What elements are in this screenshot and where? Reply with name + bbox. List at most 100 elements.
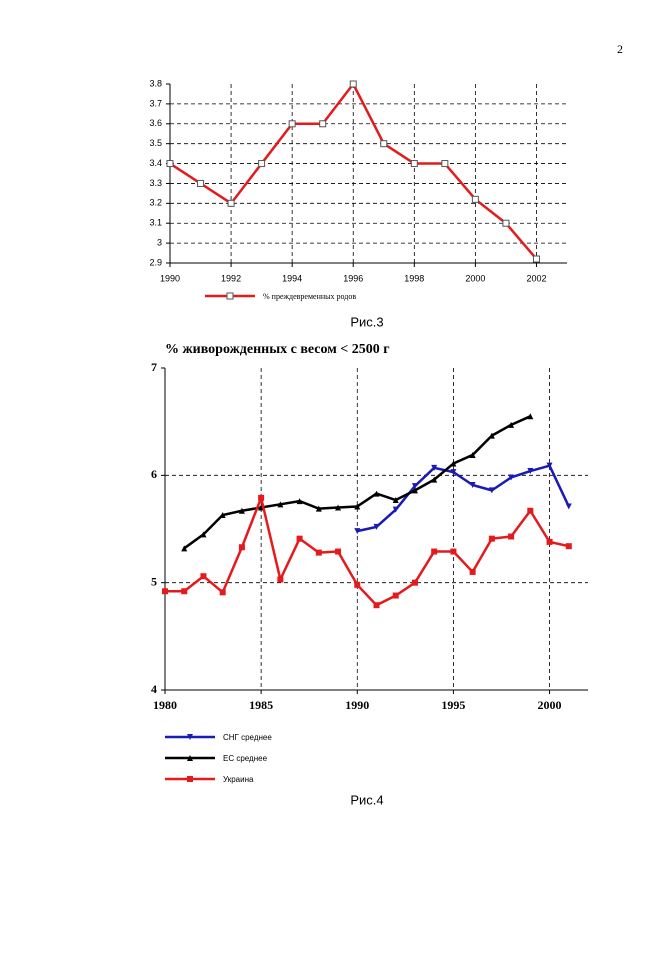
marker <box>450 469 457 476</box>
marker <box>373 490 380 497</box>
marker <box>277 576 284 583</box>
marker <box>431 476 438 483</box>
legend-label: ЕС среднее <box>223 754 268 763</box>
marker <box>187 734 193 740</box>
marker <box>226 292 234 300</box>
marker <box>200 531 207 538</box>
marker <box>238 507 245 514</box>
x-tick-label: 1994 <box>282 273 302 283</box>
y-tick-label: 3.3 <box>149 178 162 188</box>
legend-label: Украина <box>223 775 254 784</box>
marker <box>335 504 342 511</box>
marker <box>469 568 476 575</box>
marker <box>450 548 457 555</box>
caption: Рис.3 <box>350 314 383 329</box>
x-tick-label: 1992 <box>221 273 241 283</box>
marker <box>227 199 235 207</box>
marker <box>277 501 284 508</box>
marker <box>527 413 534 420</box>
marker <box>354 581 361 588</box>
marker <box>488 535 495 542</box>
marker <box>532 255 540 263</box>
marker <box>166 160 174 168</box>
legend-label: % преждевременных родов <box>263 292 356 301</box>
y-tick-label: 4 <box>151 682 157 696</box>
marker <box>527 468 534 475</box>
marker <box>296 535 303 542</box>
marker <box>441 160 449 168</box>
marker <box>450 460 457 467</box>
x-tick-label: 2000 <box>465 273 485 283</box>
marker <box>258 494 265 501</box>
y-tick-label: 3.6 <box>149 118 162 128</box>
marker <box>565 543 572 550</box>
marker <box>508 474 515 481</box>
marker <box>546 462 553 469</box>
marker <box>488 432 495 439</box>
y-tick-label: 7 <box>151 360 157 374</box>
marker <box>354 528 361 535</box>
marker <box>219 512 226 519</box>
marker <box>373 602 380 609</box>
marker <box>187 776 193 782</box>
x-tick-label: 2002 <box>526 273 546 283</box>
y-tick-label: 3.8 <box>149 78 162 88</box>
y-tick-label: 3.4 <box>149 158 162 168</box>
marker <box>219 589 226 596</box>
marker <box>431 464 438 471</box>
marker <box>380 140 388 148</box>
marker <box>319 120 327 128</box>
y-tick-label: 3 <box>157 237 162 247</box>
x-tick-label: 1990 <box>345 698 369 712</box>
marker <box>565 503 572 510</box>
marker <box>162 588 168 595</box>
marker <box>411 487 418 494</box>
marker <box>354 503 361 510</box>
marker <box>392 506 399 513</box>
marker <box>197 179 205 187</box>
marker <box>410 160 418 168</box>
marker <box>546 538 553 545</box>
marker <box>431 548 438 555</box>
marker <box>315 505 322 512</box>
marker <box>187 755 193 761</box>
y-tick-label: 5 <box>151 574 157 588</box>
x-tick-label: 1990 <box>160 273 180 283</box>
x-tick-label: 2000 <box>538 698 562 712</box>
x-tick-label: 1996 <box>343 273 363 283</box>
legend-label: СНГ среднее <box>223 733 272 742</box>
page-number: 2 <box>617 42 623 56</box>
series-line <box>357 464 570 533</box>
marker <box>392 497 399 504</box>
marker <box>392 592 399 599</box>
marker <box>181 588 188 595</box>
marker <box>238 544 245 551</box>
marker <box>349 80 357 88</box>
marker <box>258 160 266 168</box>
x-tick-label: 1980 <box>153 698 177 712</box>
marker <box>373 523 380 530</box>
marker <box>335 548 342 555</box>
x-tick-label: 1995 <box>441 698 465 712</box>
y-tick-label: 3.1 <box>149 218 162 228</box>
marker <box>315 549 322 556</box>
marker <box>411 483 418 490</box>
y-tick-label: 3.5 <box>149 138 162 148</box>
marker <box>502 219 510 227</box>
chart-title: % живорожденных с весом < 2500 г <box>165 342 390 357</box>
marker <box>411 579 418 586</box>
marker <box>508 421 515 428</box>
marker <box>288 120 296 128</box>
marker <box>471 195 479 203</box>
marker <box>469 481 476 488</box>
series-line <box>165 496 570 607</box>
marker <box>181 545 188 552</box>
y-tick-label: 3.2 <box>149 198 162 208</box>
marker <box>296 498 303 505</box>
x-tick-label: 1998 <box>404 273 424 283</box>
y-tick-label: 3.7 <box>149 98 162 108</box>
marker <box>200 573 207 580</box>
marker <box>469 451 476 458</box>
caption: Рис.4 <box>350 792 383 807</box>
